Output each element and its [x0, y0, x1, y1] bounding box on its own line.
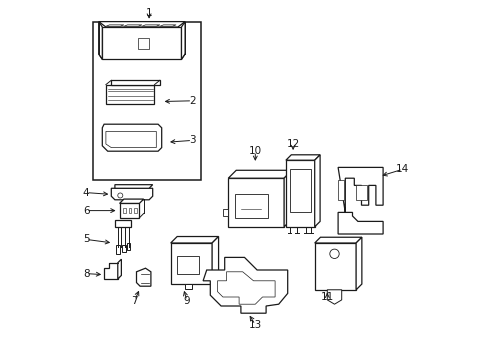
Text: 4: 4	[82, 188, 89, 198]
Polygon shape	[217, 272, 275, 304]
Polygon shape	[106, 85, 154, 104]
Circle shape	[118, 193, 122, 198]
Polygon shape	[181, 22, 185, 59]
Polygon shape	[106, 131, 156, 148]
Text: 13: 13	[248, 320, 262, 330]
Text: 1: 1	[145, 8, 152, 18]
Polygon shape	[106, 25, 123, 26]
Polygon shape	[314, 155, 320, 227]
Bar	[123, 208, 126, 213]
Polygon shape	[104, 263, 118, 279]
Polygon shape	[99, 22, 102, 59]
Polygon shape	[284, 170, 291, 227]
Polygon shape	[185, 284, 192, 289]
Polygon shape	[111, 80, 160, 85]
Polygon shape	[111, 188, 152, 200]
Polygon shape	[123, 25, 142, 26]
Text: 10: 10	[248, 146, 262, 156]
Bar	[128, 208, 131, 213]
Polygon shape	[228, 170, 291, 178]
Polygon shape	[223, 209, 228, 216]
Text: 6: 6	[82, 206, 89, 216]
Polygon shape	[120, 199, 143, 203]
Polygon shape	[142, 25, 160, 26]
Text: 3: 3	[188, 135, 195, 145]
Polygon shape	[118, 259, 121, 279]
Polygon shape	[102, 27, 181, 59]
Polygon shape	[203, 257, 287, 313]
Text: 9: 9	[183, 296, 190, 306]
Bar	[177, 256, 199, 274]
Text: 11: 11	[320, 292, 333, 302]
Polygon shape	[115, 220, 131, 227]
Polygon shape	[126, 243, 130, 250]
Polygon shape	[212, 237, 218, 284]
Text: 8: 8	[82, 269, 89, 279]
Bar	[355, 185, 366, 200]
Polygon shape	[228, 178, 284, 227]
Polygon shape	[120, 203, 139, 218]
Text: 12: 12	[286, 139, 299, 149]
Polygon shape	[99, 22, 185, 27]
Bar	[337, 180, 343, 200]
Polygon shape	[122, 245, 125, 252]
Text: 2: 2	[188, 96, 195, 106]
Bar	[289, 169, 310, 212]
Bar	[235, 194, 267, 218]
Polygon shape	[285, 155, 320, 160]
Polygon shape	[285, 160, 314, 227]
Polygon shape	[136, 268, 151, 286]
Text: 14: 14	[395, 164, 408, 174]
Polygon shape	[115, 185, 152, 188]
Polygon shape	[102, 124, 162, 151]
Bar	[134, 208, 137, 213]
Polygon shape	[170, 237, 218, 243]
Polygon shape	[355, 237, 361, 290]
Polygon shape	[326, 290, 341, 304]
Polygon shape	[337, 167, 382, 234]
Polygon shape	[170, 243, 212, 284]
Polygon shape	[138, 38, 149, 49]
Polygon shape	[160, 25, 176, 26]
Bar	[93, 22, 201, 180]
Polygon shape	[115, 245, 120, 254]
Text: 5: 5	[82, 234, 89, 244]
Circle shape	[329, 249, 339, 258]
Text: 7: 7	[131, 296, 138, 306]
Polygon shape	[314, 237, 361, 243]
Polygon shape	[314, 243, 355, 290]
